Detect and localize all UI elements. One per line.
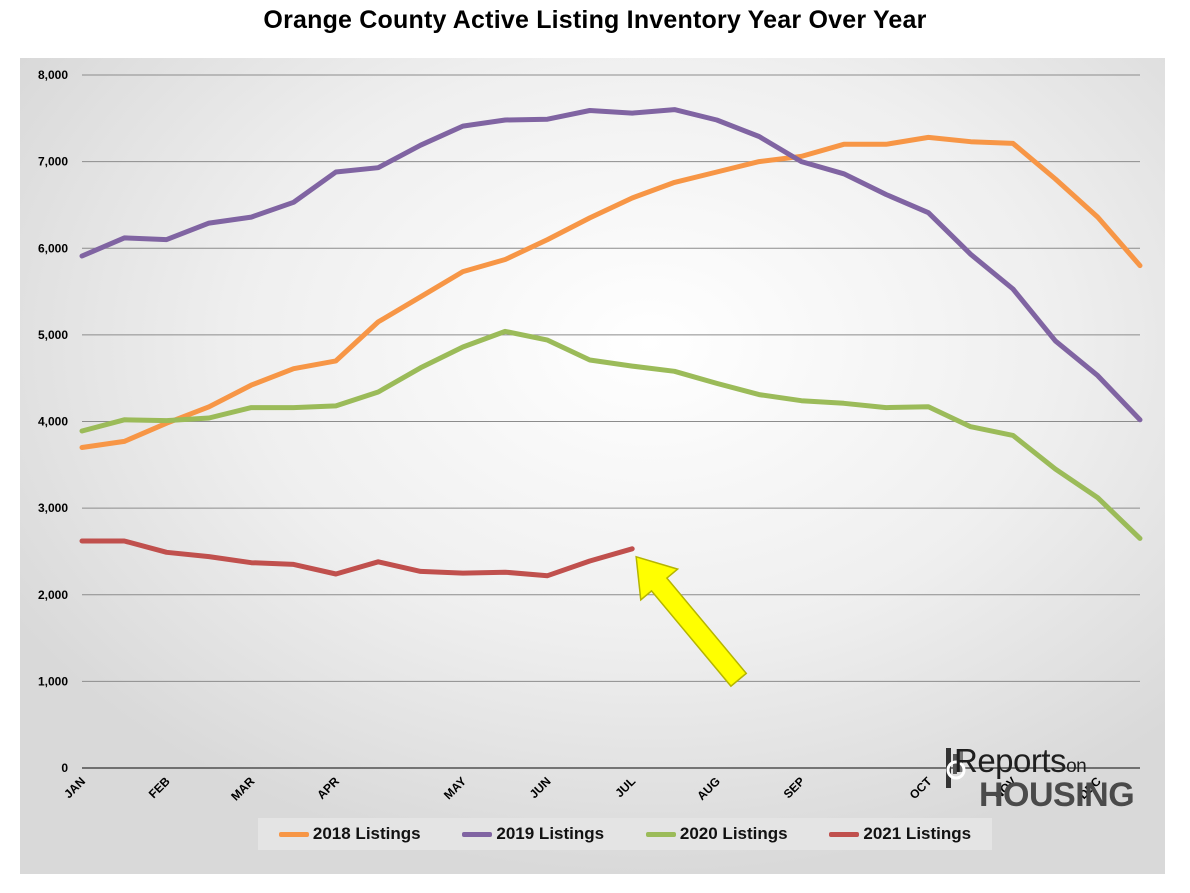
- chart-title: Orange County Active Listing Inventory Y…: [263, 6, 927, 34]
- arrow-shape: [635, 555, 748, 688]
- series-line-2018: [79, 134, 1143, 450]
- y-tick-label: 1,000: [38, 674, 68, 688]
- series-line-2021: [79, 538, 635, 579]
- legend-swatch-2020: [645, 831, 676, 837]
- y-tick-label: 4,000: [38, 415, 68, 429]
- line-chart: 0 1,000 2,000 3,000 4,000 5,000 6,000 7,000 8,00…: [20, 58, 1165, 874]
- y-tick-label: 2,000: [38, 588, 68, 602]
- legend-label-2020: 2020 Listings: [679, 824, 788, 843]
- legend-item-2020: 2020 Listings: [645, 824, 788, 844]
- logo-housing-text: HOUSING: [979, 776, 1135, 814]
- legend-label-2021: 2021 Listings: [863, 824, 972, 843]
- chart-legend: 2018 Listings 2019 Listings 2020 Listing…: [258, 818, 992, 850]
- y-tick-label: 8,000: [38, 68, 68, 82]
- y-tick-label: 6,000: [38, 241, 68, 255]
- legend-swatch-2018: [278, 831, 309, 837]
- legend-label-2019: 2019 Listings: [496, 824, 605, 843]
- series-line-2020: [79, 328, 1143, 541]
- legend-label-2018: 2018 Listings: [312, 824, 421, 843]
- legend-item-2021: 2021 Listings: [829, 824, 971, 844]
- chart-area: 0 1,000 2,000 3,000 4,000 5,000 6,000 7,000 8,00…: [20, 58, 1165, 874]
- legend-swatch-2021: [829, 831, 860, 837]
- legend-swatch-2019: [462, 831, 493, 837]
- legend-item-2018: 2018 Listings: [278, 824, 421, 844]
- y-tick-label: 5,000: [38, 328, 68, 342]
- y-tick-label: 3,000: [38, 501, 68, 515]
- y-tick-label: 7,000: [38, 155, 68, 169]
- reports-on-housing-logo: Reportson HOUSING: [942, 742, 1142, 814]
- annotation-arrow: [635, 555, 748, 688]
- logo-emblem-icon: [946, 748, 966, 788]
- y-tick-label: 0: [61, 761, 68, 775]
- series-line-2019: [79, 107, 1143, 423]
- legend-item-2019: 2019 Listings: [462, 824, 604, 844]
- logo-reports-text: Reportson: [954, 742, 1087, 779]
